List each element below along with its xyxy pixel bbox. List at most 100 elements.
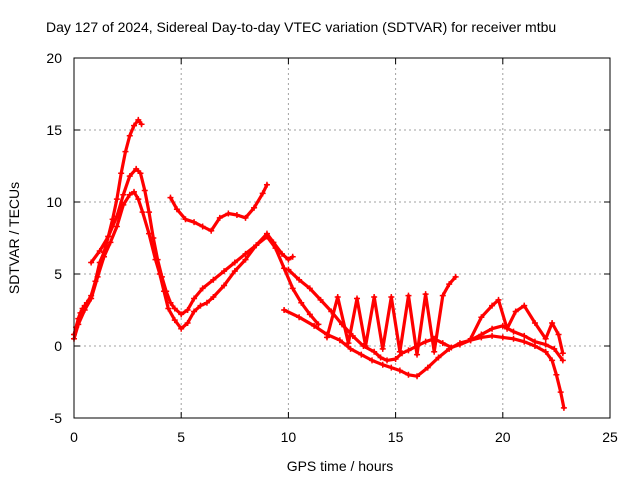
data-point-marker <box>221 268 228 275</box>
data-point-marker <box>167 299 174 306</box>
data-point-marker <box>158 273 165 280</box>
tick-layer <box>73 57 611 419</box>
data-point-marker <box>478 314 485 321</box>
data-point-marker <box>560 404 567 411</box>
data-point-marker <box>138 121 145 128</box>
data-point-marker <box>139 209 146 216</box>
data-point-marker <box>489 302 496 309</box>
x-axis-label: GPS time / hours <box>287 458 394 474</box>
data-point-marker <box>551 345 558 352</box>
data-point-marker <box>263 233 270 240</box>
data-point-marker <box>414 373 421 380</box>
data-point-marker <box>146 209 153 216</box>
data-point-marker <box>118 170 125 177</box>
data-point-marker <box>334 294 341 301</box>
data-point-marker <box>163 288 170 295</box>
data-point-marker <box>199 223 206 230</box>
x-tick-label: 15 <box>388 429 404 445</box>
data-point-marker <box>107 239 114 246</box>
data-point-marker <box>489 332 496 339</box>
data-point-marker <box>191 308 198 315</box>
data-point-marker <box>96 247 103 254</box>
series-band <box>286 268 565 362</box>
series-band <box>282 308 566 410</box>
data-point-marker <box>467 335 474 342</box>
data-point-marker <box>122 148 129 155</box>
data-point-marker <box>105 233 112 240</box>
data-point-marker <box>358 351 365 358</box>
data-point-marker <box>510 328 517 335</box>
data-point-marker <box>559 357 566 364</box>
data-point-marker <box>542 348 549 355</box>
x-tick-label: 25 <box>602 429 618 445</box>
y-tick-label: 0 <box>54 338 62 354</box>
data-point-marker <box>384 357 391 364</box>
data-point-marker <box>131 188 138 195</box>
data-point-marker <box>225 210 232 217</box>
data-point-marker <box>499 334 506 341</box>
data-point-marker <box>182 216 189 223</box>
data-point-marker <box>178 325 185 332</box>
series-satellite-track-e <box>281 307 567 411</box>
data-point-marker <box>379 345 386 352</box>
series-layer <box>71 116 567 411</box>
chart-title: Day 127 of 2024, Sidereal Day-to-day VTE… <box>46 19 556 35</box>
data-point-marker <box>171 305 178 312</box>
data-point-marker <box>285 256 292 263</box>
data-point-marker <box>317 296 324 303</box>
data-point-marker <box>495 296 502 303</box>
data-point-marker <box>184 307 191 313</box>
data-point-marker <box>150 235 157 241</box>
series-satellite-track-a <box>71 116 145 338</box>
data-point-marker <box>231 268 238 275</box>
data-point-marker <box>542 341 549 348</box>
data-point-marker <box>171 317 178 324</box>
data-point-marker <box>371 294 378 301</box>
data-point-marker <box>431 348 438 355</box>
y-tick-label: 20 <box>46 50 62 66</box>
data-point-marker <box>199 285 206 292</box>
data-point-marker <box>347 345 354 352</box>
data-point-marker <box>233 211 240 218</box>
data-point-marker <box>405 292 412 299</box>
data-point-marker <box>298 299 305 306</box>
data-point-marker <box>323 334 330 341</box>
data-point-marker <box>289 285 296 292</box>
x-tick-label: 20 <box>495 429 511 445</box>
data-point-marker <box>191 219 198 226</box>
y-axis-label: SDTVAR / TECUs <box>6 182 22 294</box>
data-point-marker <box>216 214 223 221</box>
data-point-marker <box>435 354 442 361</box>
data-point-marker <box>422 338 429 345</box>
data-point-marker <box>392 355 399 362</box>
data-point-marker <box>242 250 249 257</box>
data-point-marker <box>549 319 556 326</box>
data-point-marker <box>521 338 528 345</box>
data-point-marker <box>405 347 412 354</box>
grid-layer <box>74 58 610 418</box>
series-band <box>72 190 295 341</box>
data-point-marker <box>165 305 172 312</box>
data-point-marker <box>113 223 120 230</box>
data-point-marker <box>306 285 313 292</box>
series-satellite-track-d <box>167 181 270 234</box>
data-point-marker <box>414 351 421 358</box>
data-point-marker <box>489 325 496 332</box>
data-point-marker <box>296 314 303 321</box>
data-point-marker <box>439 292 446 299</box>
data-point-marker <box>120 191 127 198</box>
data-point-marker <box>521 332 528 339</box>
data-point-marker <box>126 132 133 139</box>
data-point-marker <box>388 364 395 371</box>
data-point-marker <box>521 302 528 309</box>
data-point-marker <box>88 295 95 302</box>
x-tick-label: 5 <box>177 429 185 445</box>
data-point-marker <box>242 256 249 263</box>
data-point-marker <box>272 245 279 252</box>
data-point-marker <box>478 331 485 338</box>
data-point-marker <box>448 344 455 351</box>
data-point-marker <box>253 242 260 249</box>
series-satellite-track-g <box>323 273 459 358</box>
data-point-marker <box>126 173 133 180</box>
